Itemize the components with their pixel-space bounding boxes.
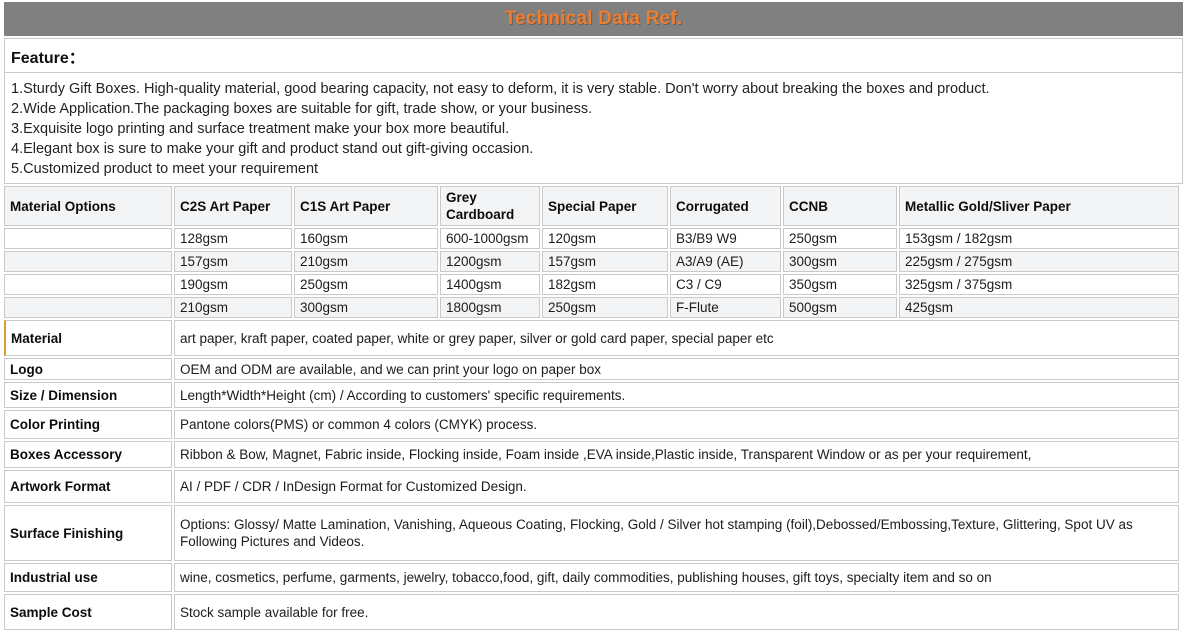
table-cell: [4, 297, 172, 318]
column-header: Grey Cardboard: [440, 186, 540, 226]
table-cell: 225gsm / 275gsm: [899, 251, 1179, 272]
table-cell: [4, 251, 172, 272]
table-cell: 1200gsm: [440, 251, 540, 272]
column-header: C1S Art Paper: [294, 186, 438, 226]
feature-heading: Feature：: [4, 38, 1183, 73]
feature-item: 4.Elegant box is sure to make your gift …: [11, 141, 534, 157]
table-cell: 157gsm: [174, 251, 292, 272]
table-cell: 153gsm / 182gsm: [899, 228, 1179, 249]
table-row: 157gsm 210gsm 1200gsm 157gsm A3/A9 (AE) …: [4, 251, 1179, 272]
table-cell: 325gsm / 375gsm: [899, 274, 1179, 295]
table-row: 190gsm 250gsm 1400gsm 182gsm C3 / C9 350…: [4, 274, 1179, 295]
table-cell: B3/B9 W9: [670, 228, 781, 249]
table-cell: 425gsm: [899, 297, 1179, 318]
table-cell: 1400gsm: [440, 274, 540, 295]
column-header: Material Options: [4, 186, 172, 226]
column-header: C2S Art Paper: [174, 186, 292, 226]
table-row: 128gsm 160gsm 600-1000gsm 120gsm B3/B9 W…: [4, 228, 1179, 249]
spec-label: Sample Cost: [4, 594, 172, 630]
table-cell: 350gsm: [783, 274, 897, 295]
spec-value: Ribbon & Bow, Magnet, Fabric inside, Flo…: [174, 441, 1179, 468]
column-header: Corrugated: [670, 186, 781, 226]
feature-heading-label: Feature：: [11, 49, 85, 67]
table-cell: 190gsm: [174, 274, 292, 295]
table-cell: C3 / C9: [670, 274, 781, 295]
table-cell: 210gsm: [294, 251, 438, 272]
spec-row-sample-cost: Sample Cost Stock sample available for f…: [4, 594, 1179, 630]
table-header-row: Material Options C2S Art Paper C1S Art P…: [4, 186, 1179, 226]
feature-item: 5.Customized product to meet your requir…: [11, 161, 319, 177]
spec-row-logo: Logo OEM and ODM are available, and we c…: [4, 358, 1179, 380]
table-cell: 182gsm: [542, 274, 668, 295]
table-cell: 600-1000gsm: [440, 228, 540, 249]
spec-value: AI / PDF / CDR / InDesign Format for Cus…: [174, 470, 1179, 503]
table-cell: A3/A9 (AE): [670, 251, 781, 272]
spec-value: wine, cosmetics, perfume, garments, jewe…: [174, 563, 1179, 592]
spec-label: Material: [4, 320, 172, 356]
table-cell: 250gsm: [542, 297, 668, 318]
spec-row-size-dimension: Size / Dimension Length*Width*Height (cm…: [4, 382, 1179, 408]
feature-list: 1.Sturdy Gift Boxes. High-quality materi…: [4, 73, 1183, 184]
table-cell: 128gsm: [174, 228, 292, 249]
column-header: CCNB: [783, 186, 897, 226]
title-bar: Technical Data Ref.: [4, 2, 1183, 36]
table-cell: 120gsm: [542, 228, 668, 249]
spec-value: Options: Glossy/ Matte Lamination, Vanis…: [174, 505, 1179, 561]
feature-item: 1.Sturdy Gift Boxes. High-quality materi…: [11, 81, 990, 97]
table-cell: 500gsm: [783, 297, 897, 318]
table-cell: 250gsm: [783, 228, 897, 249]
table-cell: 300gsm: [294, 297, 438, 318]
page-title: Technical Data Ref.: [504, 8, 683, 29]
spec-label: Logo: [4, 358, 172, 380]
spec-table: Material Options C2S Art Paper C1S Art P…: [2, 184, 1181, 632]
spec-label: Artwork Format: [4, 470, 172, 503]
spec-row-color-printing: Color Printing Pantone colors(PMS) or co…: [4, 410, 1179, 439]
table-cell: 300gsm: [783, 251, 897, 272]
spec-value: Stock sample available for free.: [174, 594, 1179, 630]
spec-row-surface-finishing: Surface Finishing Options: Glossy/ Matte…: [4, 505, 1179, 561]
table-cell: 210gsm: [174, 297, 292, 318]
spec-label: Surface Finishing: [4, 505, 172, 561]
spec-value: Length*Width*Height (cm) / According to …: [174, 382, 1179, 408]
table-cell: 250gsm: [294, 274, 438, 295]
table-row: 210gsm 300gsm 1800gsm 250gsm F-Flute 500…: [4, 297, 1179, 318]
spec-label: Industrial use: [4, 563, 172, 592]
spec-label: Boxes Accessory: [4, 441, 172, 468]
feature-item: 3.Exquisite logo printing and surface tr…: [11, 121, 510, 137]
spec-row-industrial-use: Industrial use wine, cosmetics, perfume,…: [4, 563, 1179, 592]
spec-value: Pantone colors(PMS) or common 4 colors (…: [174, 410, 1179, 439]
table-cell: 1800gsm: [440, 297, 540, 318]
table-cell: F-Flute: [670, 297, 781, 318]
table-cell: [4, 274, 172, 295]
table-cell: 157gsm: [542, 251, 668, 272]
spec-row-artwork-format: Artwork Format AI / PDF / CDR / InDesign…: [4, 470, 1179, 503]
spec-value: OEM and ODM are available, and we can pr…: [174, 358, 1179, 380]
spec-row-boxes-accessory: Boxes Accessory Ribbon & Bow, Magnet, Fa…: [4, 441, 1179, 468]
spec-row-material: Material art paper, kraft paper, coated …: [4, 320, 1179, 356]
spec-value: art paper, kraft paper, coated paper, wh…: [174, 320, 1179, 356]
column-header: Metallic Gold/Sliver Paper: [899, 186, 1179, 226]
column-header: Special Paper: [542, 186, 668, 226]
table-cell: [4, 228, 172, 249]
table-cell: 160gsm: [294, 228, 438, 249]
spec-label: Color Printing: [4, 410, 172, 439]
spec-label: Size / Dimension: [4, 382, 172, 408]
feature-item: 2.Wide Application.The packaging boxes a…: [11, 101, 593, 117]
